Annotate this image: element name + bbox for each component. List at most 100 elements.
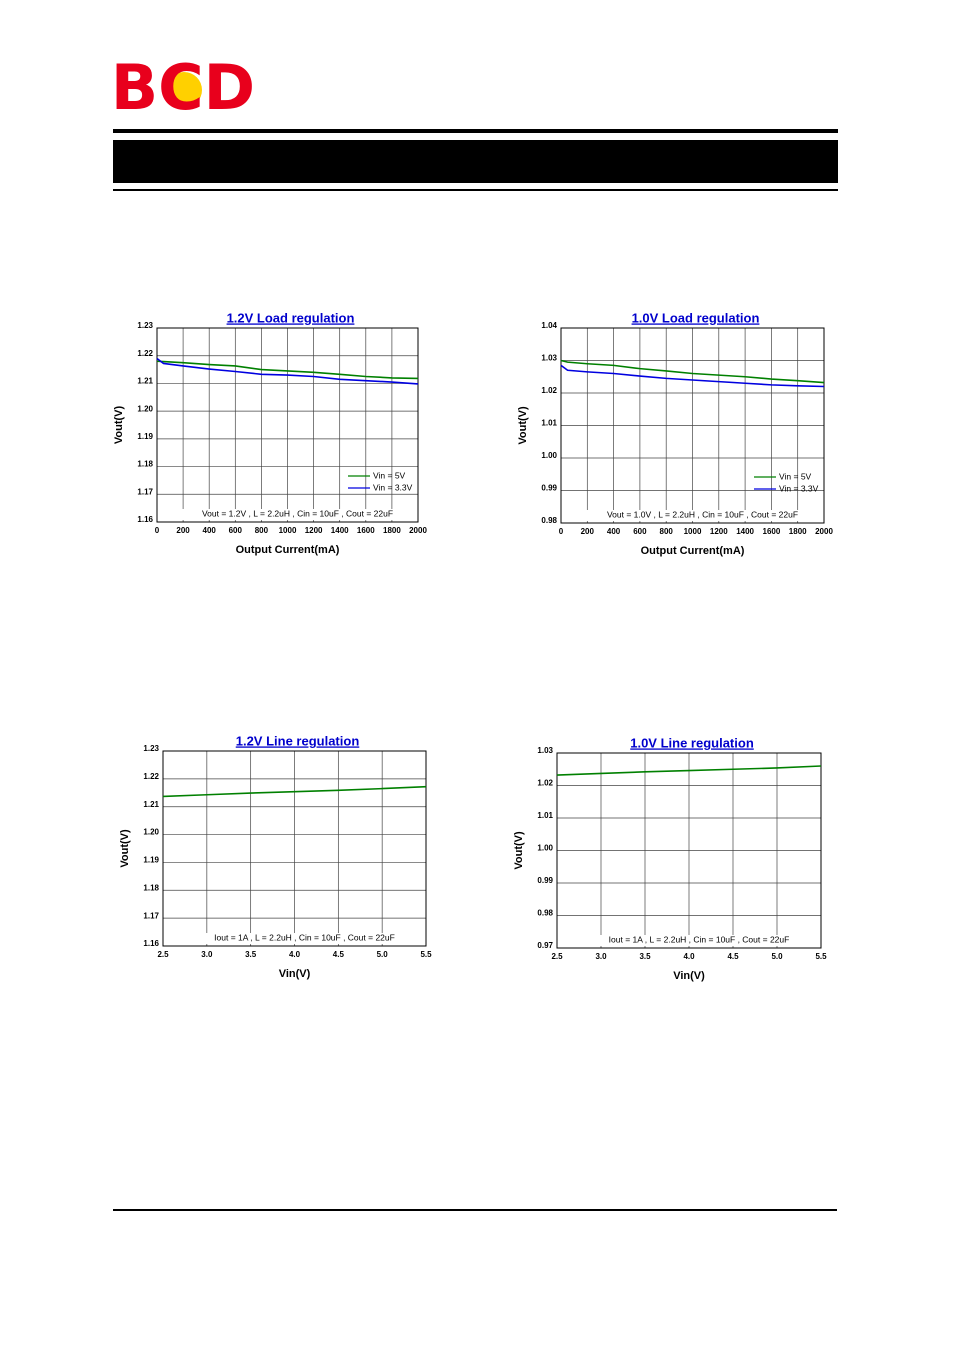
y-tick-label: 1.01 [537, 811, 553, 820]
y-tick-label: 1.17 [143, 911, 159, 920]
x-tick-label: 5.0 [771, 952, 783, 961]
data-line [560, 359, 825, 384]
annotation-bg [179, 509, 396, 520]
y-tick-label: 0.98 [541, 516, 557, 525]
x-tick-label: 1800 [789, 527, 807, 536]
y-tick-label: 1.16 [137, 515, 153, 524]
plot-frame [556, 752, 822, 949]
chart-title: 1.2V Load regulation [227, 310, 355, 325]
x-tick-label: 3.0 [201, 950, 213, 959]
chart-title: 1.0V Load regulation [632, 310, 760, 325]
y-tick-label: 1.03 [541, 354, 557, 363]
x-tick-label: 5.5 [815, 952, 827, 961]
y-tick-label: 1.19 [143, 856, 159, 865]
y-tick-label: 1.16 [143, 939, 159, 948]
y-tick-label: 0.99 [537, 876, 553, 885]
y-tick-label: 1.19 [137, 432, 153, 441]
data-line [162, 785, 427, 798]
x-tick-label: 4.0 [683, 952, 695, 961]
annotation: Vout = 1.2V , L = 2.2uH , Cin = 10uF , C… [202, 508, 393, 518]
plot-frame [560, 327, 825, 524]
header-rule [113, 189, 838, 191]
data-line [156, 357, 419, 385]
x-tick-label: 1800 [383, 526, 401, 535]
x-tick-label: 3.5 [245, 950, 257, 959]
y-tick-label: 1.22 [143, 772, 159, 781]
x-tick-label: 1600 [763, 527, 781, 536]
x-tick-label: 800 [660, 527, 674, 536]
x-tick-label: 4.5 [727, 952, 739, 961]
plot-frame [156, 327, 419, 523]
y-axis-label: Vout(V) [517, 406, 529, 445]
footer-rule [113, 1209, 837, 1211]
x-tick-label: 600 [633, 527, 647, 536]
annotation-bg [186, 933, 403, 944]
y-tick-label: 1.18 [143, 883, 159, 892]
y-axis-label: Vout(V) [513, 831, 525, 870]
y-tick-label: 0.98 [537, 909, 553, 918]
data-line [556, 765, 822, 776]
x-tick-label: 3.5 [639, 952, 651, 961]
x-tick-label: 0 [559, 527, 564, 536]
legend-label: Vin = 5V [373, 470, 406, 480]
annotation: Vout = 1.0V , L = 2.2uH , Cin = 10uF , C… [607, 509, 798, 519]
x-tick-label: 1400 [331, 526, 349, 535]
y-tick-label: 0.97 [537, 941, 553, 950]
x-tick-label: 1000 [279, 526, 297, 535]
x-axis-label: Vin(V) [673, 970, 705, 982]
x-tick-label: 400 [607, 527, 621, 536]
y-tick-label: 1.23 [137, 321, 153, 330]
x-tick-label: 200 [176, 526, 190, 535]
y-tick-label: 1.02 [537, 779, 553, 788]
chart-title: 1.2V Line regulation [236, 733, 360, 748]
x-tick-label: 3.0 [595, 952, 607, 961]
plot-frame [162, 750, 427, 947]
y-tick-label: 1.18 [137, 460, 153, 469]
annotation: Iout = 1A , L = 2.2uH , Cin = 10uF , Cou… [609, 934, 790, 944]
x-tick-label: 5.0 [377, 950, 389, 959]
x-tick-label: 1600 [357, 526, 375, 535]
annotation: Iout = 1A , L = 2.2uH , Cin = 10uF , Cou… [214, 932, 395, 942]
y-axis-label: Vout(V) [119, 829, 131, 868]
y-tick-label: 1.00 [537, 844, 553, 853]
x-tick-label: 600 [229, 526, 243, 535]
legend-label: Vin = 3.3V [779, 483, 819, 493]
x-tick-label: 200 [581, 527, 595, 536]
x-axis-label: Output Current(mA) [641, 545, 745, 557]
y-axis-label: Vout(V) [113, 406, 125, 445]
x-tick-label: 1400 [736, 527, 754, 536]
x-tick-label: 1200 [710, 527, 728, 536]
y-tick-label: 1.20 [137, 404, 153, 413]
x-tick-label: 4.5 [333, 950, 345, 959]
annotation-bg [581, 935, 797, 946]
y-tick-label: 0.99 [541, 484, 557, 493]
y-tick-label: 1.20 [143, 828, 159, 837]
x-tick-label: 2.5 [551, 952, 563, 961]
y-tick-label: 1.04 [541, 321, 557, 330]
y-tick-label: 1.23 [143, 744, 159, 753]
y-tick-label: 1.22 [137, 349, 153, 358]
y-tick-label: 1.21 [137, 377, 153, 386]
x-axis-label: Vin(V) [279, 968, 311, 980]
logo: BCD [111, 51, 255, 124]
header-bar [113, 140, 838, 183]
x-tick-label: 1200 [305, 526, 323, 535]
x-tick-label: 5.5 [420, 950, 432, 959]
data-line [156, 360, 419, 380]
annotation-bg [584, 510, 801, 521]
y-tick-label: 1.01 [541, 419, 557, 428]
y-tick-label: 1.21 [143, 800, 159, 809]
x-tick-label: 1000 [684, 527, 702, 536]
chart-title: 1.0V Line regulation [630, 735, 754, 750]
x-tick-label: 2000 [409, 526, 427, 535]
y-tick-label: 1.00 [541, 451, 557, 460]
legend-label: Vin = 3.3V [373, 482, 413, 492]
data-line [560, 364, 825, 388]
logo-circle [166, 72, 202, 108]
x-tick-label: 400 [203, 526, 217, 535]
y-tick-label: 1.17 [137, 487, 153, 496]
y-tick-label: 1.02 [541, 386, 557, 395]
header-rule [113, 129, 838, 133]
